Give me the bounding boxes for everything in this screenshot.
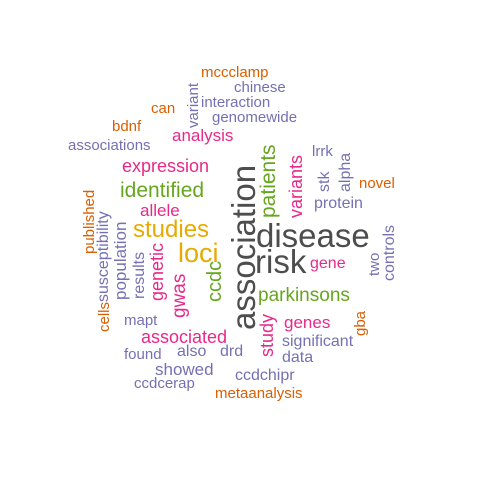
word-studies: studies — [133, 216, 210, 243]
word-associations: associations — [68, 137, 151, 154]
word-ccdchipr: ccdchipr — [235, 367, 295, 384]
word-susceptibility: susceptibility — [95, 211, 112, 302]
word-lrrk: lrrk — [312, 143, 333, 160]
word-two: two — [366, 252, 383, 276]
word-genetic: genetic — [147, 242, 167, 301]
word-identified: identified — [120, 179, 205, 202]
word-gwas: gwas — [169, 273, 190, 318]
word-chinese: chinese — [234, 79, 286, 96]
word-showed: showed — [155, 360, 214, 379]
word-ccdc: ccdc — [204, 260, 226, 302]
word-population: population — [111, 221, 130, 300]
word-results: results — [131, 251, 148, 299]
word-drd: drd — [220, 343, 244, 360]
word-patients: patients — [257, 144, 280, 218]
word-ccdcerap: ccdcerap — [134, 375, 195, 392]
word-loci: loci — [178, 238, 219, 268]
word-controls: controls — [381, 224, 398, 281]
word-also: also — [177, 343, 207, 360]
word-stk: stk — [316, 171, 333, 192]
word-significant: significant — [282, 333, 354, 350]
word-allele: allele — [140, 201, 180, 220]
word-associated: associated — [141, 327, 228, 347]
word-found: found — [124, 346, 162, 363]
word-analysis: analysis — [172, 126, 234, 145]
word-protein: protein — [314, 195, 363, 212]
word-alpha: alpha — [337, 152, 354, 192]
word-interaction: interaction — [201, 94, 271, 111]
word-study: study — [257, 313, 277, 357]
word-metaanalysis: metaanalysis — [215, 385, 303, 402]
word-bdnf: bdnf — [112, 118, 142, 135]
word-association: association — [225, 164, 262, 330]
word-cells: cells — [96, 301, 113, 332]
word-disease: disease — [256, 217, 370, 254]
word-genes: genes — [284, 313, 331, 332]
word-mapt: mapt — [124, 312, 158, 329]
word-parkinsons: parkinsons — [258, 285, 350, 306]
word-expression: expression — [122, 156, 210, 176]
word-risk: risk — [255, 243, 307, 280]
word-novel: novel — [359, 175, 395, 192]
word-variant: variant — [185, 82, 202, 128]
word-gba: gba — [352, 310, 369, 336]
word-gene: gene — [310, 255, 346, 272]
word-mccclamp: mccclamp — [201, 64, 269, 81]
word-can: can — [151, 100, 176, 117]
word-data: data — [282, 349, 314, 366]
word-genomewide: genomewide — [212, 109, 298, 126]
word-variants: variants — [286, 154, 306, 218]
